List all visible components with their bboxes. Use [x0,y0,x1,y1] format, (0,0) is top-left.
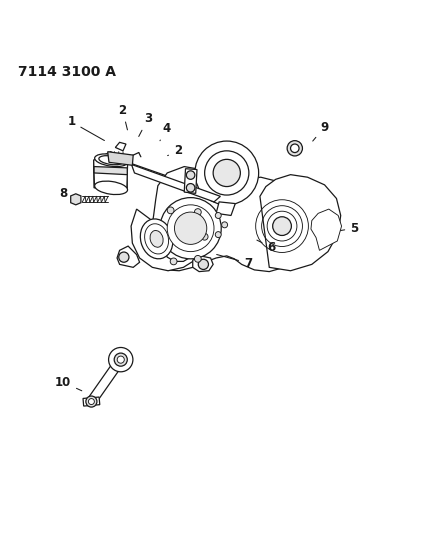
Circle shape [160,198,221,259]
Text: 3: 3 [139,112,152,136]
Circle shape [175,212,207,245]
Circle shape [89,399,94,405]
Polygon shape [116,142,126,151]
Polygon shape [117,246,140,268]
Text: 1: 1 [68,116,104,141]
Polygon shape [94,167,127,175]
Ellipse shape [95,181,128,195]
Polygon shape [108,152,133,165]
Ellipse shape [99,156,123,165]
Circle shape [170,258,177,265]
Circle shape [86,396,97,407]
Text: 6: 6 [257,240,276,254]
Circle shape [167,207,174,214]
Circle shape [186,183,195,192]
Circle shape [195,141,259,205]
Text: 7: 7 [217,254,252,270]
Circle shape [291,144,299,152]
Text: 4: 4 [160,122,170,141]
Polygon shape [87,350,130,405]
Circle shape [194,255,201,262]
Circle shape [273,217,291,236]
Polygon shape [184,169,197,193]
Polygon shape [131,165,220,202]
Circle shape [222,222,228,228]
Circle shape [287,141,303,156]
Circle shape [215,232,221,238]
Circle shape [167,205,214,252]
Circle shape [201,233,208,240]
Polygon shape [94,152,128,189]
Text: 10: 10 [55,376,82,391]
Text: 2: 2 [168,144,182,157]
Circle shape [194,209,201,215]
Ellipse shape [145,224,169,254]
Text: 5: 5 [332,222,358,235]
Polygon shape [216,202,235,215]
Circle shape [109,348,133,372]
Text: 9: 9 [313,120,329,141]
Polygon shape [131,209,199,271]
Circle shape [198,259,208,270]
Ellipse shape [140,219,173,259]
Polygon shape [260,175,341,271]
Polygon shape [311,209,342,251]
Text: 2: 2 [119,103,128,130]
Circle shape [205,151,249,195]
Text: 7114 3100 A: 7114 3100 A [18,64,116,78]
Polygon shape [193,256,213,272]
Ellipse shape [150,230,163,247]
Circle shape [119,252,129,262]
Polygon shape [83,397,100,406]
Circle shape [186,171,195,179]
Circle shape [117,356,124,363]
Text: 8: 8 [59,187,73,200]
Polygon shape [71,194,81,205]
Circle shape [215,213,221,219]
Circle shape [114,353,127,366]
Circle shape [213,159,241,187]
Ellipse shape [95,154,128,166]
Polygon shape [151,167,308,272]
